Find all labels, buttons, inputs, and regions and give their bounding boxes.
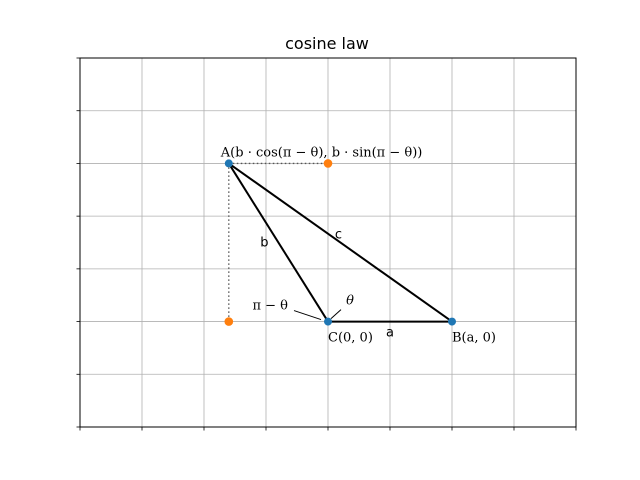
point-B [448, 317, 456, 326]
chart-title: cosine law [285, 34, 369, 53]
points [224, 159, 456, 326]
angle-theta-label: θ [346, 294, 354, 309]
projection-point [224, 317, 234, 326]
point-C [324, 317, 332, 326]
point-A [224, 159, 233, 168]
projection-lines [228, 162, 328, 322]
triangle-sides [227, 162, 453, 323]
projection-point [323, 159, 333, 168]
axis-ticks [76, 57, 577, 431]
angle-pi-minus-theta-pointer [293, 310, 322, 321]
point-C-label: C(0, 0) [328, 331, 373, 346]
angle-pi-minus-theta-label: π − θ [252, 299, 288, 314]
plot-frame [79, 57, 577, 428]
angle-theta-pointer [330, 309, 342, 319]
point-B-label: B(a, 0) [452, 331, 496, 346]
side-label-b: b [260, 236, 268, 251]
annotations: A(b · cos(π − θ), b · sin(π − θ)) B(a, 0)… [220, 145, 496, 345]
grid [80, 58, 576, 427]
side-c [228, 162, 453, 323]
side-b [227, 162, 329, 323]
side-label-c: c [335, 228, 342, 243]
point-A-label: A(b · cos(π − θ), b · sin(π − θ)) [220, 145, 423, 160]
side-label-a: a [386, 326, 394, 341]
